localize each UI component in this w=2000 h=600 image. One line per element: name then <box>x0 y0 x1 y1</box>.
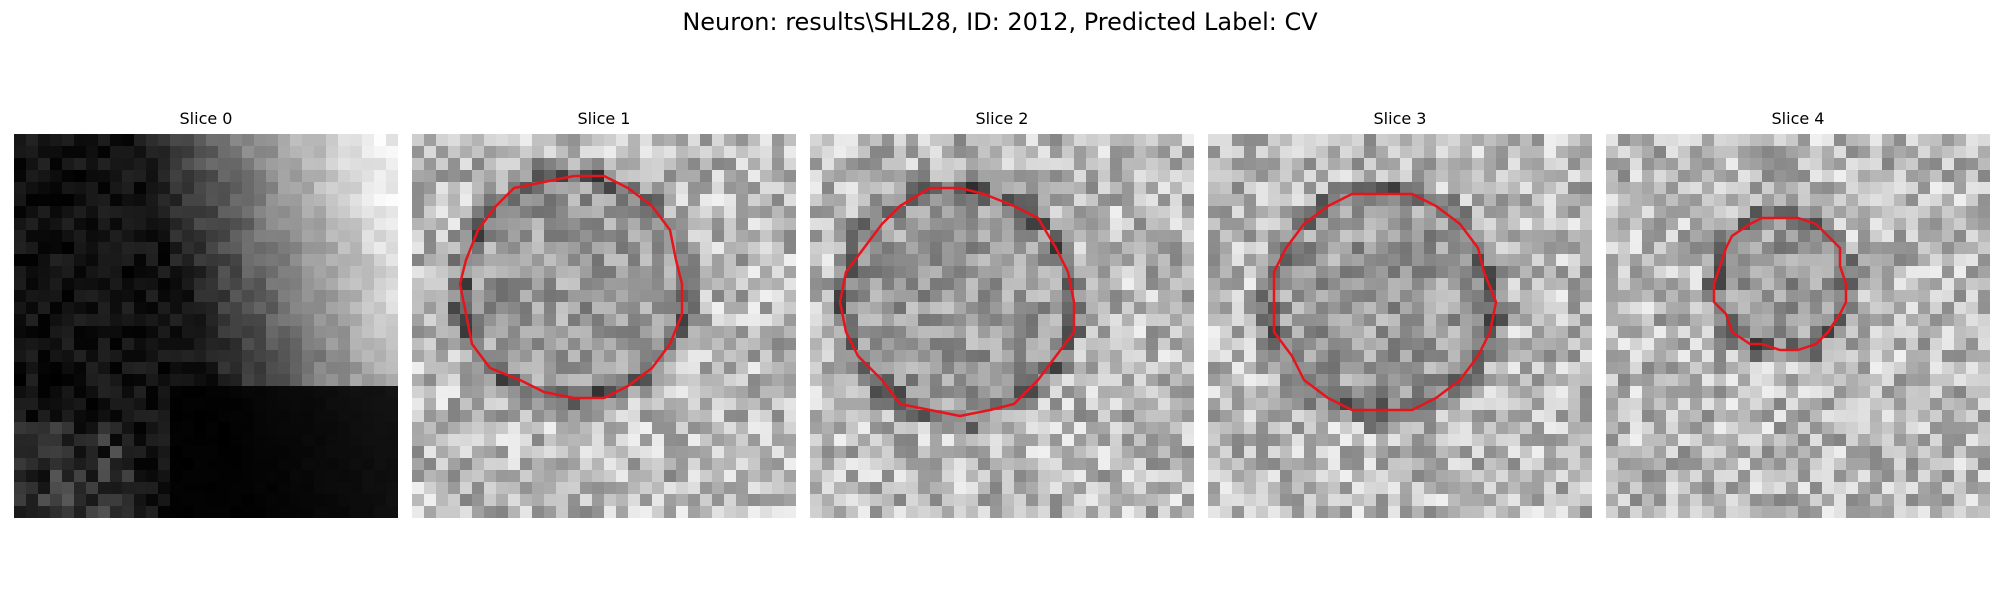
slice-panel-3: Slice 3 <box>1208 108 1592 518</box>
slice-title: Slice 3 <box>1373 109 1427 128</box>
slice-panel-2: Slice 2 <box>810 108 1194 518</box>
slice-panel-4: Slice 4 <box>1606 108 1990 518</box>
slice-image <box>1606 134 1990 518</box>
slice-title: Slice 4 <box>1771 109 1825 128</box>
slice-title: Slice 2 <box>975 109 1029 128</box>
slice-title: Slice 0 <box>179 109 233 128</box>
roi-contour <box>838 186 1076 418</box>
slice-panel-0: Slice 0 <box>14 108 398 518</box>
slice-image <box>14 134 398 518</box>
slice-image <box>810 134 1194 518</box>
slice-panel-1: Slice 1 <box>412 108 796 518</box>
slice-image <box>412 134 796 518</box>
roi-contour <box>1712 216 1848 352</box>
slice-title: Slice 1 <box>577 109 631 128</box>
roi-contour <box>458 174 684 400</box>
figure-title: Neuron: results\SHL28, ID: 2012, Predict… <box>682 8 1318 36</box>
roi-contour <box>1272 192 1498 412</box>
slice-image <box>1208 134 1592 518</box>
